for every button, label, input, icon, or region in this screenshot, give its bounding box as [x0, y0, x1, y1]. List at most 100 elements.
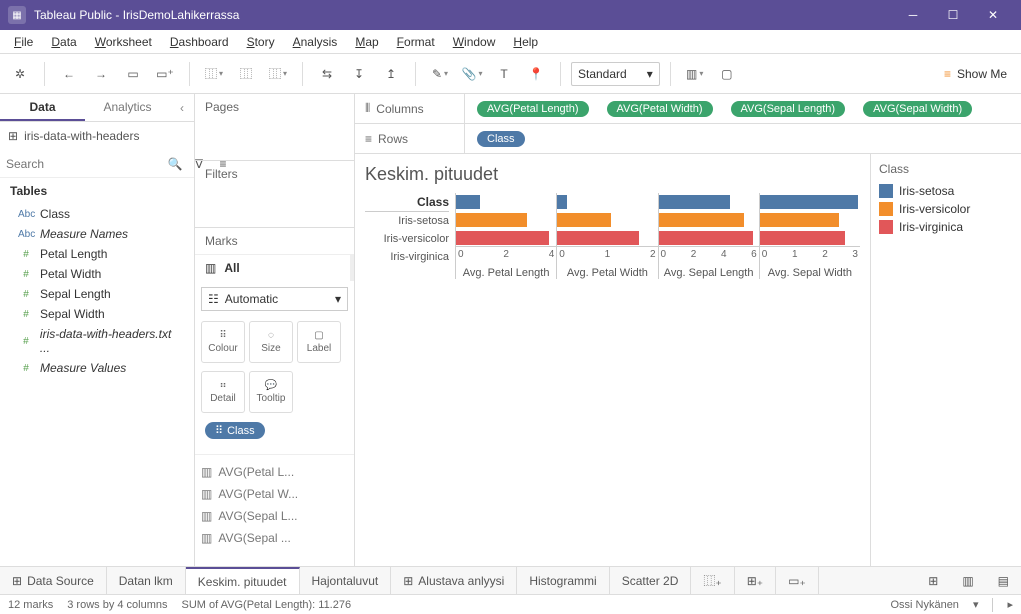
field-sepal-width[interactable]: #Sepal Width	[0, 304, 194, 324]
mark-card-detail[interactable]: ⠶Detail	[201, 371, 245, 413]
tableau-logo-icon[interactable]: ✲	[6, 60, 34, 88]
save-button[interactable]: ▭	[119, 60, 147, 88]
menu-map[interactable]: Map	[347, 33, 386, 51]
bar-mark[interactable]	[557, 213, 610, 227]
menu-help[interactable]: Help	[505, 33, 546, 51]
status-user[interactable]: Ossi Nykänen	[890, 599, 958, 611]
duplicate-button[interactable]: ⿲	[232, 60, 260, 88]
bar-mark[interactable]	[659, 213, 744, 227]
menu-analysis[interactable]: Analysis	[285, 33, 346, 51]
swap-button[interactable]: ⇆	[313, 60, 341, 88]
mark-card-colour[interactable]: ⠿Colour	[201, 321, 245, 363]
maximize-button[interactable]: ☐	[933, 0, 973, 30]
filters-shelf[interactable]: Filters	[195, 161, 354, 228]
show-filmstrip-button[interactable]: ⊞	[916, 567, 950, 594]
field-iris-data-with-headers-txt-[interactable]: #iris-data-with-headers.txt ...	[0, 324, 194, 358]
tab-data[interactable]: Data	[0, 94, 85, 121]
highlight-button[interactable]: ✎▾	[426, 60, 454, 88]
pin-button[interactable]: 📍	[522, 60, 550, 88]
field-measure-names[interactable]: AbcMeasure Names	[0, 224, 194, 244]
legend-item[interactable]: Iris-virginica	[879, 218, 1013, 236]
pages-shelf[interactable]: Pages	[195, 94, 354, 161]
bar-mark[interactable]	[760, 231, 845, 245]
field-petal-length[interactable]: #Petal Length	[0, 244, 194, 264]
sheet-tab[interactable]: Scatter 2D	[610, 567, 692, 594]
sheet-tab[interactable]: Keskim. pituudet	[186, 567, 300, 594]
bar-mark[interactable]	[456, 195, 480, 209]
menu-dashboard[interactable]: Dashboard	[162, 33, 237, 51]
tab-data-source[interactable]: ⊞Data Source	[0, 567, 107, 594]
datasource-row[interactable]: ⊞ iris-data-with-headers	[0, 122, 194, 150]
new-worksheet-button[interactable]: ⿲₊	[691, 567, 734, 594]
legend-item[interactable]: Iris-versicolor	[879, 200, 1013, 218]
column-pill[interactable]: AVG(Petal Length)	[477, 101, 589, 117]
bar-mark[interactable]	[557, 231, 638, 245]
marks-pill-class[interactable]: ⠿Class	[205, 422, 265, 439]
mark-card-tooltip[interactable]: 💬Tooltip	[249, 371, 293, 413]
row-pill[interactable]: Class	[477, 131, 525, 147]
column-pill[interactable]: AVG(Petal Width)	[607, 101, 713, 117]
bar-mark[interactable]	[557, 195, 567, 209]
bar-mark[interactable]	[760, 195, 858, 209]
new-story-button[interactable]: ▭₊	[776, 567, 819, 594]
row-label[interactable]: Iris-versicolor	[365, 230, 449, 248]
help-icon[interactable]: ▸	[1007, 598, 1013, 611]
menu-worksheet[interactable]: Worksheet	[87, 33, 160, 51]
cards-button[interactable]: ▥▾	[681, 60, 709, 88]
search-input[interactable]	[6, 157, 161, 171]
bar-mark[interactable]	[659, 231, 753, 245]
redo-button[interactable]: →	[87, 60, 115, 88]
show-sort-button[interactable]: ▤	[986, 567, 1021, 594]
field-class[interactable]: AbcClass	[0, 204, 194, 224]
bar-mark[interactable]	[456, 231, 549, 245]
labels-button[interactable]: T	[490, 60, 518, 88]
menu-file[interactable]: File	[6, 33, 41, 51]
sheet-tab[interactable]: ⊞Alustava anlyysi	[391, 567, 517, 594]
new-sheet-button[interactable]: ⿲▾	[200, 60, 228, 88]
color-legend[interactable]: Class Iris-setosaIris-versicolorIris-vir…	[871, 154, 1021, 566]
sort-asc-button[interactable]: ↧	[345, 60, 373, 88]
menu-window[interactable]: Window	[445, 33, 504, 51]
tab-analytics[interactable]: Analytics	[85, 94, 170, 121]
undo-button[interactable]: ←	[55, 60, 83, 88]
row-label[interactable]: Iris-setosa	[365, 212, 449, 230]
column-pill[interactable]: AVG(Sepal Width)	[863, 101, 972, 117]
collapse-pane-icon[interactable]: ‹	[170, 94, 194, 121]
rows-shelf[interactable]: ≡Rows Class	[355, 124, 1021, 154]
sheet-tab[interactable]: Datan lkm	[107, 567, 186, 594]
marks-measure-row[interactable]: ▥AVG(Sepal L...	[195, 505, 354, 527]
sheet-tab[interactable]: Histogrammi	[517, 567, 609, 594]
clear-button[interactable]: ⿲▾	[264, 60, 292, 88]
sort-desc-button[interactable]: ↥	[377, 60, 405, 88]
mark-card-label[interactable]: ▢Label	[297, 321, 341, 363]
user-dropdown-icon[interactable]: ▾	[973, 598, 979, 611]
bar-mark[interactable]	[659, 195, 731, 209]
mark-card-size[interactable]: ◌Size	[249, 321, 293, 363]
sheet-tab[interactable]: Hajontaluvut	[300, 567, 392, 594]
viz-title[interactable]: Keskim. pituudet	[365, 164, 860, 185]
presentation-button[interactable]: ▢	[713, 60, 741, 88]
row-label[interactable]: Iris-virginica	[365, 248, 449, 266]
marks-measure-row[interactable]: ▥AVG(Petal L...	[195, 461, 354, 483]
column-pill[interactable]: AVG(Sepal Length)	[731, 101, 846, 117]
legend-item[interactable]: Iris-setosa	[879, 182, 1013, 200]
mark-type-selector[interactable]: ☷Automatic▾	[201, 287, 348, 311]
close-button[interactable]: ✕	[973, 0, 1013, 30]
menu-format[interactable]: Format	[389, 33, 443, 51]
columns-shelf[interactable]: ⦀Columns AVG(Petal Length)AVG(Petal Widt…	[355, 94, 1021, 124]
show-tabs-button[interactable]: ▥	[950, 567, 985, 594]
minimize-button[interactable]: ─	[893, 0, 933, 30]
menu-data[interactable]: Data	[43, 33, 84, 51]
group-button[interactable]: 📎▾	[458, 60, 486, 88]
fit-selector[interactable]: Standard▾	[571, 62, 660, 86]
marks-measure-row[interactable]: ▥AVG(Petal W...	[195, 483, 354, 505]
bar-mark[interactable]	[760, 213, 839, 227]
new-datasource-button[interactable]: ▭⁺	[151, 60, 179, 88]
field-petal-width[interactable]: #Petal Width	[0, 264, 194, 284]
search-icon[interactable]: 🔍	[165, 154, 185, 174]
marks-all-row[interactable]: ▥All	[195, 255, 354, 281]
show-me-button[interactable]: ≡Show Me	[936, 63, 1015, 85]
new-dashboard-button[interactable]: ⊞₊	[735, 567, 776, 594]
bar-mark[interactable]	[456, 213, 527, 227]
menu-story[interactable]: Story	[239, 33, 283, 51]
